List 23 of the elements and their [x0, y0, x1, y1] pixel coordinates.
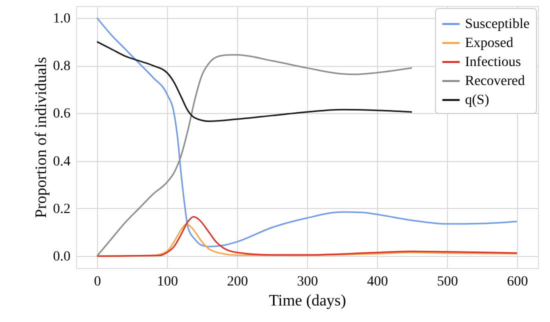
x-tick-label: 100 [157, 274, 178, 290]
line-series [96, 216, 518, 257]
x-tick-label: 200 [227, 274, 248, 290]
x-tick-label: 600 [507, 274, 528, 290]
legend-label: Exposed [465, 36, 514, 51]
x-axis-title: Time (days) [268, 292, 346, 310]
x-tick-label: 300 [297, 274, 318, 290]
x-tick-label: 0 [94, 274, 101, 290]
y-axis-title: Proportion of individuals [33, 57, 50, 218]
legend-label: q(S) [465, 93, 490, 108]
y-tick-label: 0.4 [53, 154, 70, 170]
x-tick-label: 500 [437, 274, 458, 290]
legend-label: Infectious [465, 55, 521, 70]
x-tick-label: 400 [367, 274, 388, 290]
y-tick-label: 0.8 [53, 59, 70, 74]
y-tick-label: 0.2 [53, 202, 70, 217]
line-series [96, 54, 413, 257]
legend-label: Recovered [465, 74, 525, 89]
line-series [96, 40, 413, 122]
y-tick-label: 1.0 [53, 11, 70, 26]
legend-label: Susceptible [465, 17, 530, 32]
y-tick-label: 0.0 [53, 250, 70, 265]
y-tick-label: 0.6 [53, 106, 70, 122]
